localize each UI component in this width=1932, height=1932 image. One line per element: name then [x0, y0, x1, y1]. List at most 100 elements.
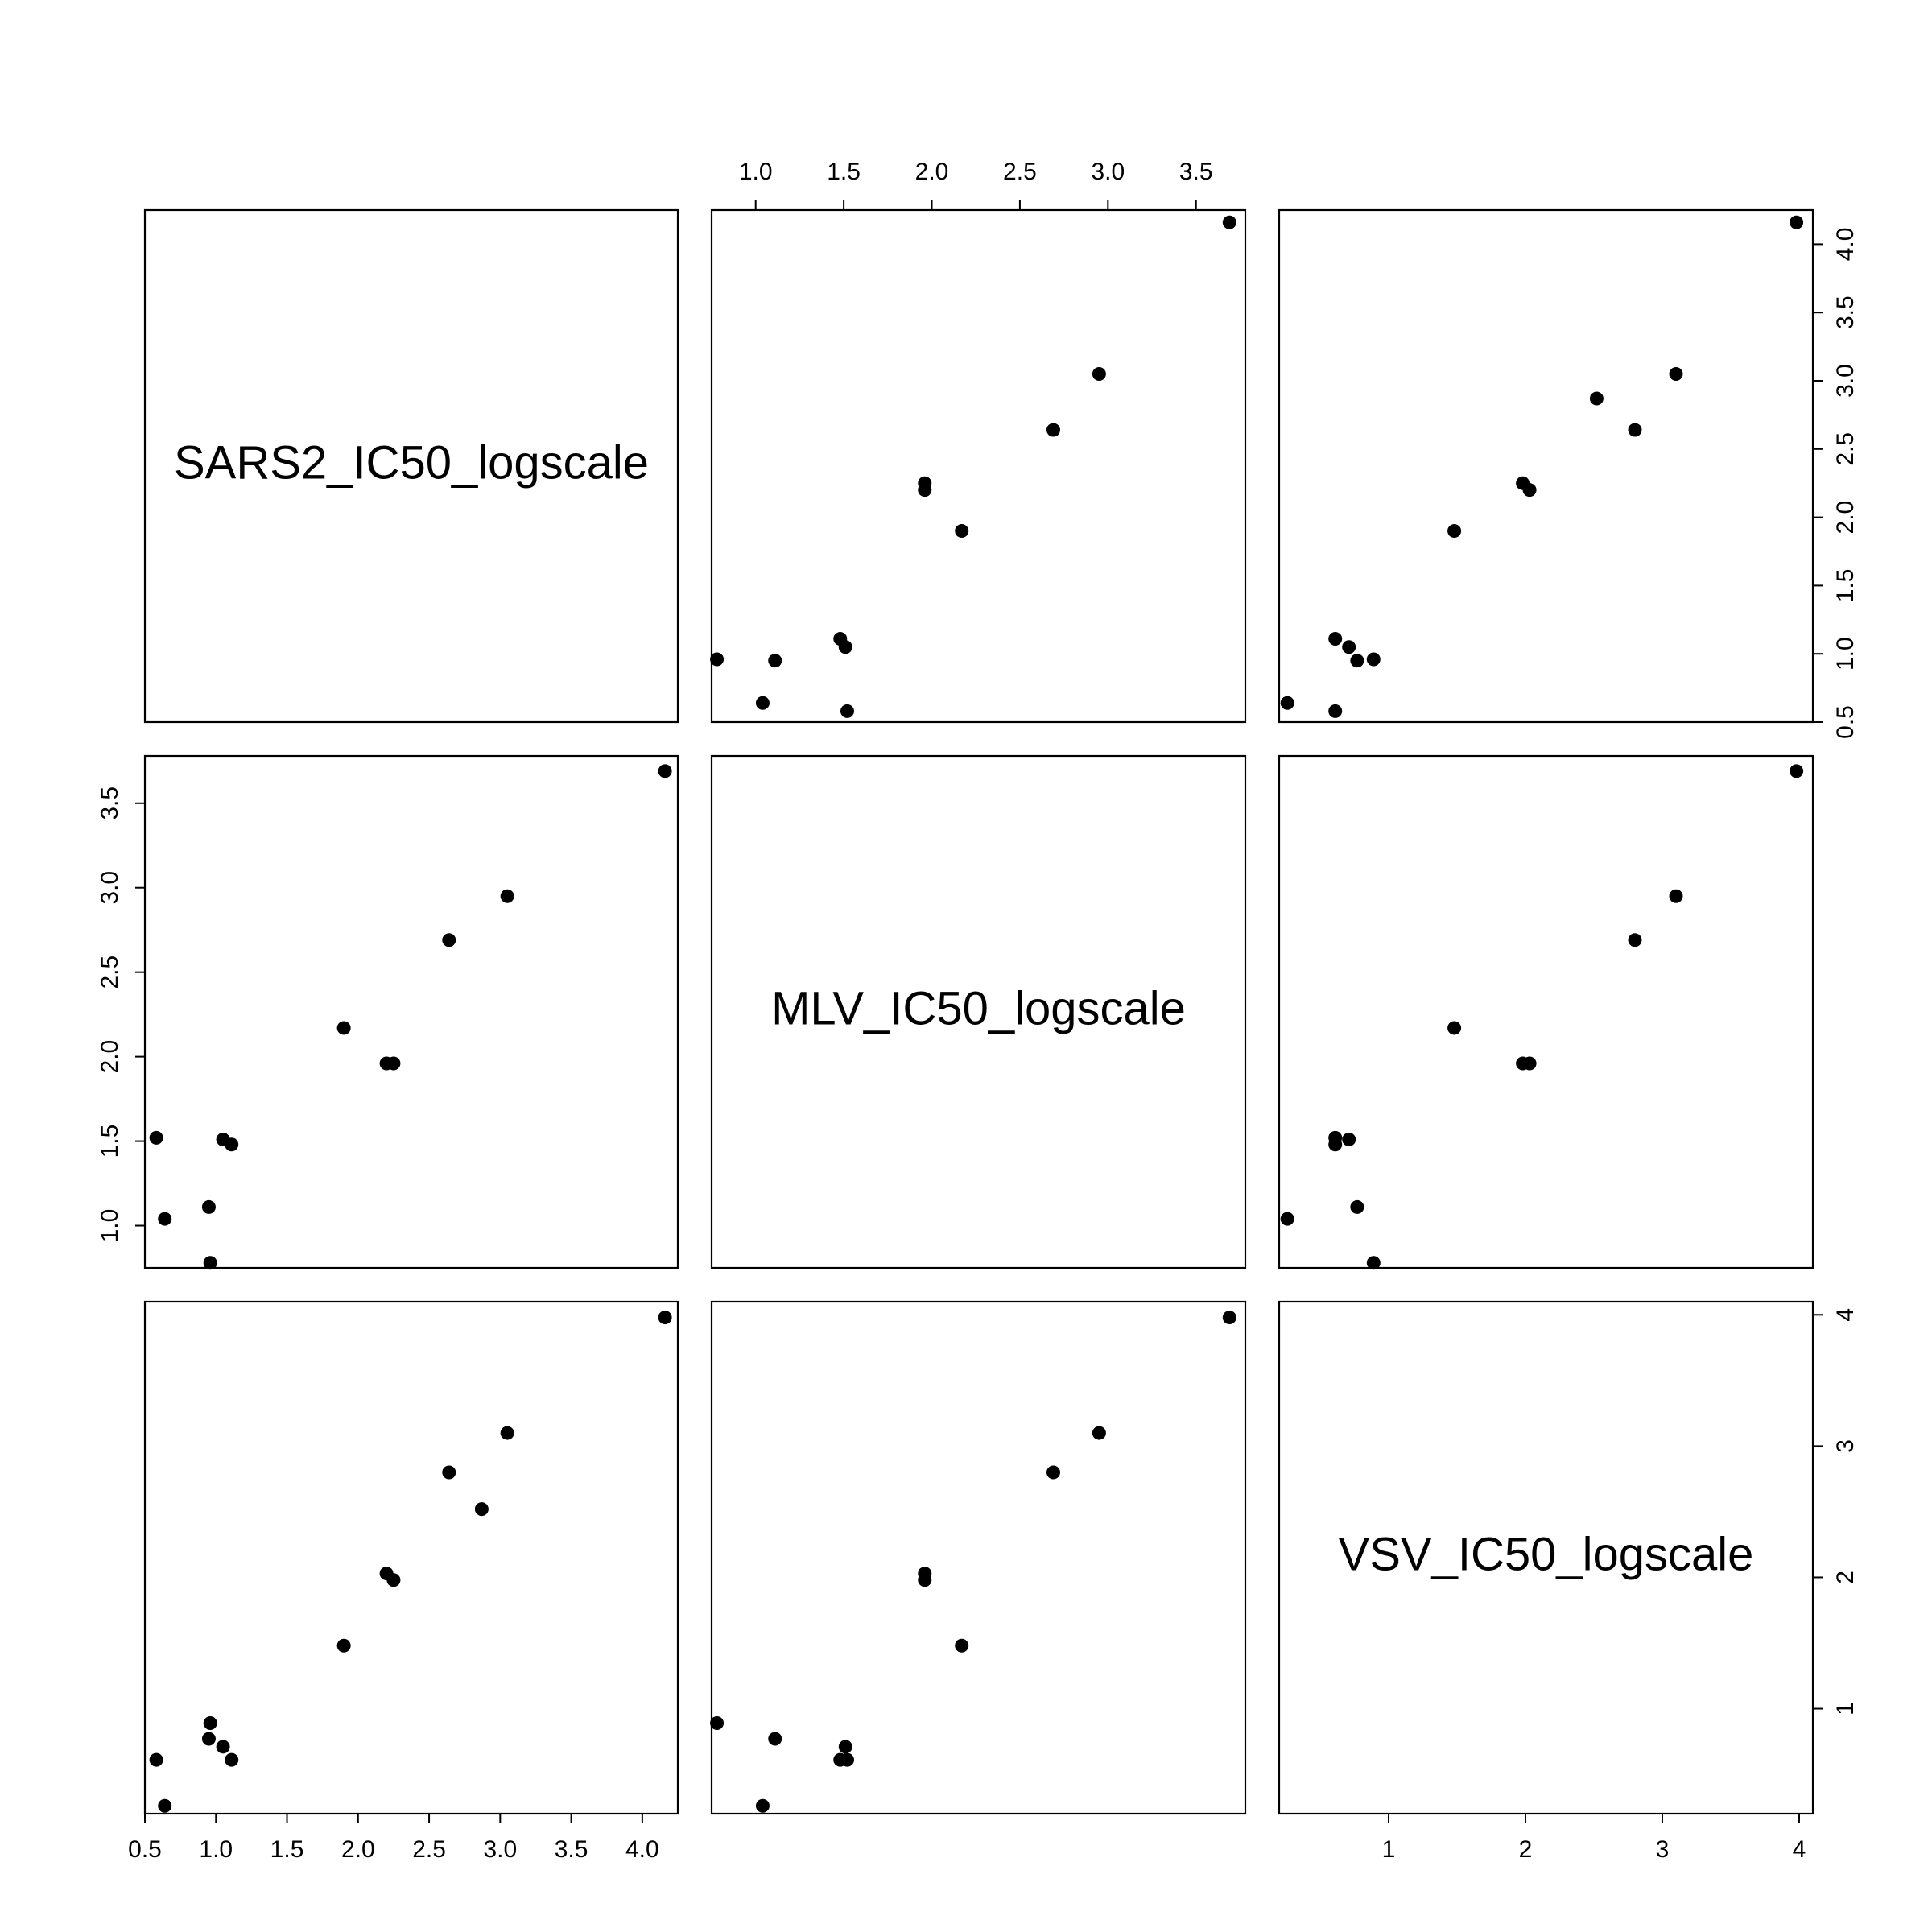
variable-label-2: VSV_IC50_logscale — [1339, 1528, 1754, 1580]
data-point-r0-c1-3 — [768, 654, 782, 668]
data-point-r1-c2-0 — [1280, 1212, 1294, 1226]
data-point-r2-c1-3 — [768, 1732, 782, 1746]
panel-0-0 — [143, 208, 679, 724]
data-point-r1-c0-9 — [442, 933, 456, 947]
data-point-r2-c0-0 — [158, 1798, 172, 1813]
data-point-r1-c0-0 — [158, 1212, 172, 1226]
tick-label: 2.0 — [97, 1040, 123, 1074]
data-point-r1-c2-3 — [1350, 1199, 1364, 1214]
axis-right-VSV_IC50_logscale: 1 2 3 4 — [1812, 1308, 1859, 1715]
tick-label: 3.5 — [1179, 159, 1213, 185]
data-point-r1-c2-4 — [1342, 1132, 1356, 1146]
data-point-r0-c2-9 — [1628, 423, 1642, 437]
tick-label: 0.5 — [1832, 705, 1859, 739]
tick-label: 3.5 — [555, 1836, 588, 1863]
axis-top-MLV_IC50_logscale: 1.0 1.5 2.0 2.5 3.0 3.5 — [739, 159, 1213, 211]
tick-label: 1.0 — [739, 159, 773, 185]
tick-label: 4 — [1793, 1836, 1806, 1863]
variable-label-0: SARS2_IC50_logscale — [174, 436, 649, 489]
data-point-r0-c1-8 — [918, 476, 932, 490]
tick-label: 1.5 — [270, 1836, 304, 1863]
data-point-r2-c1-9 — [1046, 1465, 1060, 1480]
data-point-r2-c1-11 — [1092, 1426, 1106, 1440]
data-point-r0-c2-0 — [1280, 696, 1294, 710]
data-point-r2-c1-5 — [833, 1752, 848, 1767]
axis-bottom-SARS2_IC50_logscale: 0.5 1.0 1.5 2.0 2.5 3.0 3.5 4.0 — [128, 1813, 659, 1863]
data-point-r1-c0-12 — [658, 764, 672, 778]
data-point-r0-c2-11 — [1669, 367, 1683, 382]
data-point-r0-c2-8 — [1516, 476, 1530, 490]
data-point-r1-c2-11 — [1669, 889, 1683, 903]
data-point-r0-c2-1 — [1328, 704, 1343, 718]
data-point-r2-c0-5 — [225, 1752, 239, 1767]
tick-label: 2.0 — [1832, 501, 1859, 535]
data-point-r2-c0-1 — [149, 1752, 163, 1767]
tick-label: 2 — [1519, 1836, 1533, 1863]
tick-label: 3 — [1656, 1836, 1670, 1863]
data-point-r1-c2-8 — [1516, 1056, 1530, 1071]
axis-left-MLV_IC50_logscale: 1.0 1.5 2.0 2.5 3.0 3.5 — [97, 786, 146, 1242]
data-point-r1-c0-3 — [201, 1199, 216, 1214]
panel-1-0 — [143, 754, 679, 1269]
data-point-r0-c1-11 — [1092, 367, 1106, 382]
tick-label: 1.0 — [1832, 637, 1859, 671]
tick-label: 4.0 — [1832, 228, 1859, 262]
tick-label: 1 — [1832, 1702, 1859, 1715]
data-point-r2-c0-4 — [216, 1740, 230, 1754]
tick-label: 3.5 — [97, 786, 123, 820]
data-point-r2-c0-9 — [442, 1465, 456, 1480]
data-point-r0-c2-5 — [1328, 632, 1343, 646]
data-point-r0-c1-1 — [840, 704, 854, 718]
tick-label: 2.5 — [1832, 432, 1859, 466]
variable-labels: SARS2_IC50_logscale MLV_IC50_logscale VSV_… — [174, 436, 1753, 1580]
data-point-r1-c2-12 — [1790, 764, 1804, 778]
tick-label: 2 — [1832, 1571, 1859, 1584]
data-point-r0-c2-4 — [1342, 640, 1356, 654]
data-point-r2-c0-12 — [658, 1311, 672, 1325]
axis-bottom-VSV_IC50_logscale: 1 2 3 4 — [1382, 1813, 1806, 1863]
panel-2-0 — [143, 1300, 679, 1815]
data-point-r0-c2-6 — [1447, 524, 1462, 539]
tick-label: 2.5 — [412, 1836, 446, 1863]
data-point-r0-c1-9 — [1046, 423, 1060, 437]
panel-0-2 — [1278, 208, 1814, 724]
data-point-r1-c0-1 — [149, 1130, 163, 1145]
panel-1-2 — [1278, 754, 1814, 1269]
data-point-r0-c2-12 — [1790, 215, 1804, 229]
data-point-r1-c0-2 — [203, 1256, 217, 1270]
axes: 1.0 1.5 2.0 2.5 3.0 3.5 0.5 1.0 1.5 2.0 2.5 3.0 3.5 4… — [97, 159, 1859, 1863]
panel-1-1 — [710, 754, 1247, 1269]
tick-label: 1.5 — [97, 1125, 123, 1158]
panel-2-1 — [710, 1300, 1247, 1815]
tick-label: 3 — [1832, 1439, 1859, 1453]
data-point-r2-c0-6 — [336, 1638, 351, 1653]
data-point-r1-c2-6 — [1447, 1021, 1462, 1035]
tick-label: 0.5 — [128, 1836, 162, 1863]
data-point-r1-c0-6 — [336, 1021, 351, 1035]
data-point-r1-c0-5 — [225, 1137, 239, 1152]
data-point-r0-c1-0 — [755, 696, 770, 710]
data-point-r2-c0-2 — [203, 1715, 217, 1730]
data-point-r2-c1-4 — [838, 1740, 852, 1754]
axis-right-SARS2_IC50_logscale: 0.5 1.0 1.5 2.0 2.5 3.0 3.5 4.0 — [1812, 228, 1859, 739]
data-point-r1-c2-9 — [1628, 933, 1642, 947]
data-point-r0-c1-12 — [1222, 215, 1236, 229]
data-point-r1-c0-11 — [500, 889, 514, 903]
data-point-r0-c2-10 — [1589, 391, 1604, 406]
data-point-r2-c0-3 — [201, 1732, 216, 1746]
tick-label: 4.0 — [625, 1836, 659, 1863]
data-point-r0-c1-5 — [833, 632, 848, 646]
tick-label: 3.5 — [1832, 295, 1859, 329]
data-point-r2-c1-6 — [955, 1638, 969, 1653]
variable-label-1: MLV_IC50_logscale — [771, 982, 1186, 1034]
data-point-r0-c2-3 — [1350, 654, 1364, 668]
data-point-r2-c0-8 — [386, 1573, 401, 1587]
tick-label: 2.0 — [915, 159, 949, 185]
data-point-r0-c2-2 — [1366, 652, 1381, 667]
data-points — [149, 215, 1804, 1813]
tick-label: 1 — [1382, 1836, 1396, 1863]
data-point-r2-c1-2 — [710, 1715, 724, 1730]
tick-label: 2.5 — [97, 956, 123, 989]
tick-label: 2.5 — [1003, 159, 1037, 185]
